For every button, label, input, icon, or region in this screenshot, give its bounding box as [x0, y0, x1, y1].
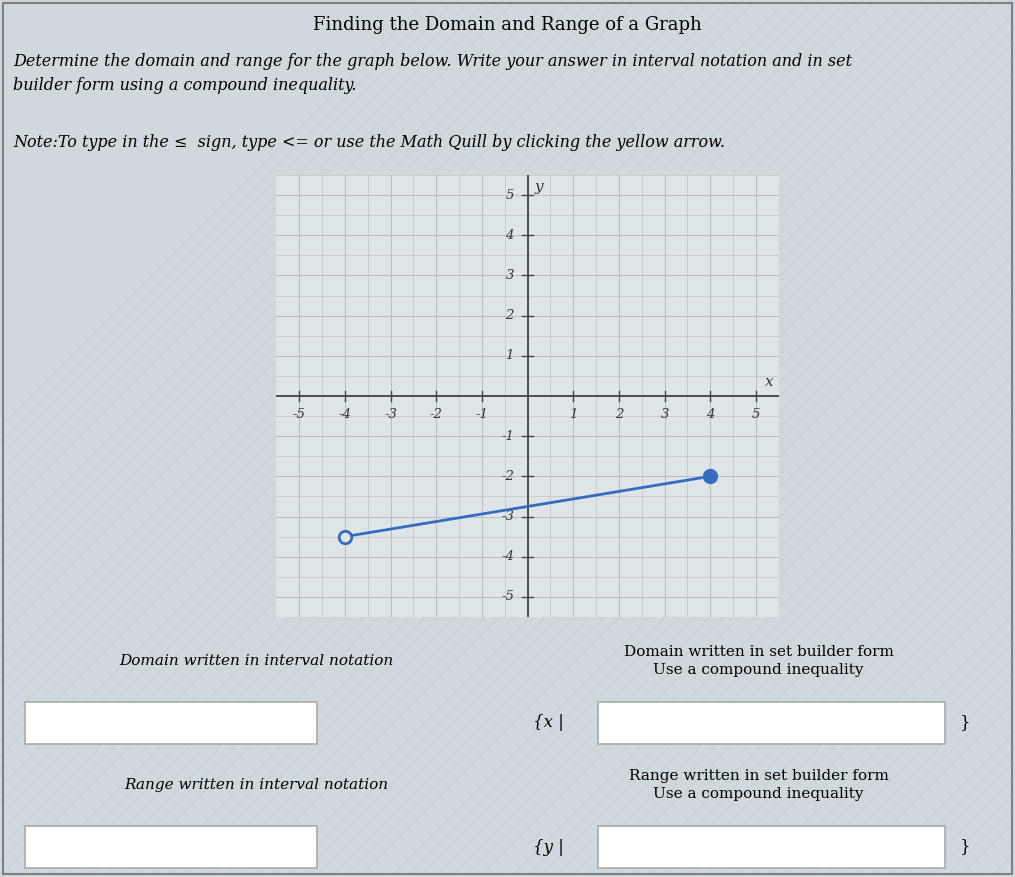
Text: 4: 4	[505, 229, 514, 242]
Text: -3: -3	[501, 510, 514, 523]
Text: 5: 5	[505, 189, 514, 202]
Text: 1: 1	[505, 349, 514, 362]
Text: Range written in set builder form
Use a compound inequality: Range written in set builder form Use a …	[628, 769, 889, 802]
Text: Note:To type in the ≤  sign, type <= or use the Math Quill by clicking the yello: Note:To type in the ≤ sign, type <= or u…	[13, 134, 726, 152]
Text: {y |: {y |	[533, 838, 563, 856]
Text: 3: 3	[661, 408, 669, 421]
FancyBboxPatch shape	[598, 702, 945, 744]
Text: -2: -2	[501, 470, 514, 483]
Text: -5: -5	[501, 590, 514, 603]
Text: x: x	[765, 374, 774, 389]
Text: -4: -4	[338, 408, 351, 421]
FancyBboxPatch shape	[25, 826, 317, 868]
Text: -5: -5	[292, 408, 306, 421]
Text: Finding the Domain and Range of a Graph: Finding the Domain and Range of a Graph	[313, 17, 702, 34]
Text: {x |: {x |	[533, 715, 563, 731]
FancyBboxPatch shape	[25, 702, 317, 744]
Text: Domain written in set builder form
Use a compound inequality: Domain written in set builder form Use a…	[624, 645, 893, 677]
Text: }: }	[959, 715, 970, 731]
Text: 5: 5	[752, 408, 760, 421]
Text: -3: -3	[384, 408, 397, 421]
Text: -2: -2	[429, 408, 443, 421]
Text: Determine the domain and range for the graph below. Write your answer in interva: Determine the domain and range for the g…	[13, 53, 853, 94]
Text: 3: 3	[505, 269, 514, 282]
Text: y: y	[535, 180, 543, 194]
Text: 2: 2	[615, 408, 623, 421]
Text: 2: 2	[505, 309, 514, 322]
Text: -4: -4	[501, 550, 514, 563]
Text: 1: 1	[569, 408, 578, 421]
Text: Range written in interval notation: Range written in interval notation	[124, 778, 389, 792]
Text: }: }	[959, 838, 970, 856]
Text: Domain written in interval notation: Domain written in interval notation	[119, 654, 394, 668]
Text: -1: -1	[501, 430, 514, 443]
Text: 4: 4	[706, 408, 715, 421]
Text: -1: -1	[475, 408, 488, 421]
FancyBboxPatch shape	[598, 826, 945, 868]
